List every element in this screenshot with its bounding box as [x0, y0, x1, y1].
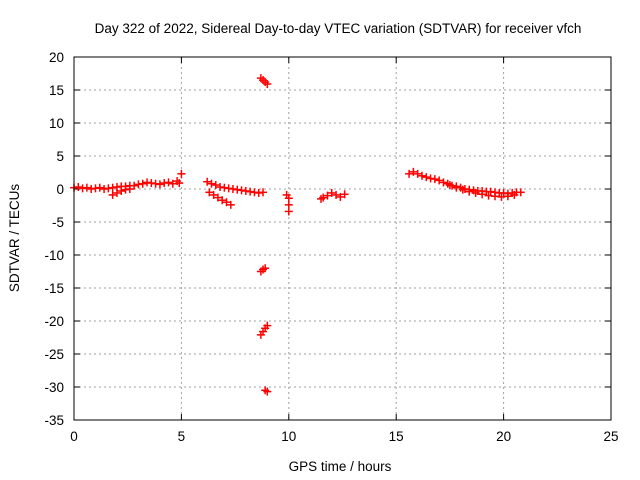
x-tick-label: 20: [496, 429, 511, 444]
y-tick-label: 10: [49, 116, 64, 131]
data-point: [164, 178, 173, 187]
data-point: [263, 80, 272, 89]
x-axis-label: GPS time / hours: [289, 459, 392, 474]
x-tick-label: 10: [281, 429, 296, 444]
y-tick-label: -25: [44, 347, 64, 362]
data-point: [471, 188, 480, 197]
data-point: [327, 188, 336, 197]
data-point: [336, 192, 345, 201]
data-point: [218, 196, 227, 205]
y-tick-label: 15: [49, 83, 64, 98]
x-tick-label: 25: [603, 429, 618, 444]
data-point: [465, 187, 474, 196]
y-tick-label: 20: [49, 50, 64, 65]
data-point: [413, 169, 422, 178]
data-point: [138, 179, 147, 188]
y-tick-label: -5: [52, 215, 64, 230]
data-point: [458, 185, 467, 194]
y-tick-label: -20: [44, 314, 64, 329]
data-point: [108, 190, 117, 199]
data-point: [263, 387, 272, 396]
data-point: [82, 183, 91, 192]
data-point: [323, 191, 332, 200]
plot-frame: [73, 56, 612, 421]
y-tick-label: -30: [44, 380, 64, 395]
x-tick-label: 0: [70, 429, 78, 444]
data-point: [263, 321, 272, 330]
data-point: [226, 200, 235, 209]
y-tick-label: 0: [56, 182, 64, 197]
data-point: [261, 264, 270, 273]
data-point: [340, 190, 349, 199]
data-point: [445, 181, 454, 190]
data-point: [74, 183, 83, 192]
data-point: [422, 173, 431, 182]
chart-title: Day 322 of 2022, Sidereal Day-to-day VTE…: [95, 21, 582, 36]
data-points: [70, 74, 525, 396]
data-point: [155, 180, 164, 189]
data-point: [417, 171, 426, 180]
data-point: [205, 188, 214, 197]
data-point: [478, 190, 487, 199]
y-axis-label: SDTVAR / TECUs: [7, 184, 22, 293]
data-point: [430, 175, 439, 184]
data-point: [332, 190, 341, 199]
data-point: [516, 188, 525, 197]
data-point: [319, 193, 328, 202]
data-point: [175, 179, 184, 188]
data-point: [284, 207, 293, 216]
data-point: [510, 190, 519, 199]
y-tick-label: -35: [44, 413, 64, 428]
x-tick-label: 15: [389, 429, 404, 444]
data-point: [130, 181, 139, 190]
data-point: [117, 186, 126, 195]
data-point: [222, 198, 231, 207]
y-tick-label: -10: [44, 248, 64, 263]
data-point: [503, 192, 512, 201]
axis-ticks: 0 5 10 15 20 25 20 15 10 5 0 -5 -10 -15 -20 -25 -30 -35: [44, 50, 618, 444]
x-tick-label: 5: [178, 429, 186, 444]
data-point: [452, 183, 461, 192]
data-point: [259, 188, 268, 197]
data-point: [211, 181, 220, 190]
data-point: [439, 178, 448, 187]
grid-lines: [74, 57, 611, 420]
data-point: [435, 176, 444, 185]
data-point: [112, 188, 121, 197]
data-point: [207, 179, 216, 188]
y-tick-label: 5: [56, 149, 64, 164]
data-point: [177, 169, 186, 178]
data-point: [209, 190, 218, 199]
y-tick-label: -15: [44, 281, 64, 296]
data-point: [203, 177, 212, 186]
data-point: [409, 167, 418, 176]
data-point: [405, 169, 414, 178]
data-point: [125, 185, 134, 193]
data-point: [95, 183, 104, 192]
data-point: [213, 193, 222, 202]
